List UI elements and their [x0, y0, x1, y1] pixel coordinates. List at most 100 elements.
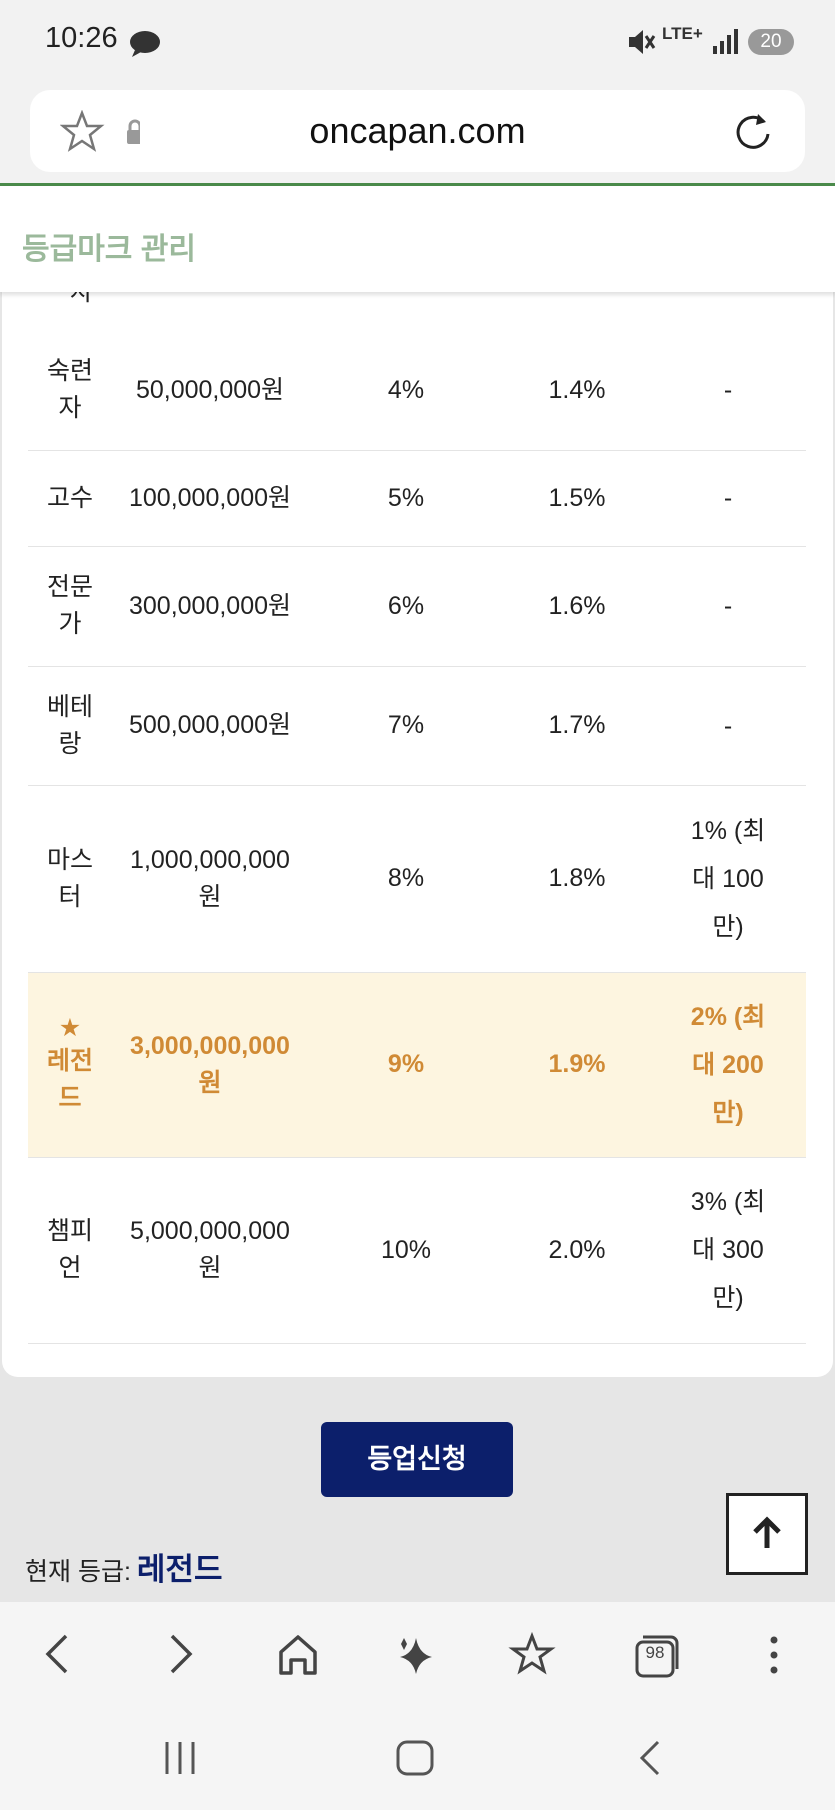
- bonus: -: [723, 376, 733, 405]
- bonus: 2% (최대 200만): [690, 1002, 766, 1127]
- current-grade-label: 현재 등급:: [25, 1558, 131, 1586]
- rate: 4%: [387, 375, 425, 404]
- cell: 7%: [308, 666, 504, 786]
- bonus: 1% (최대 100만): [690, 816, 766, 941]
- grade-row: ★ 레전드 3,000,000,000원 9% 1.9% 2% (최대 200만): [28, 972, 806, 1158]
- bonus: -: [723, 484, 733, 512]
- reload-button[interactable]: [730, 110, 774, 154]
- battery: 20: [748, 29, 794, 55]
- grade-row: 전문가 300,000,000원 6% 1.6% -: [28, 546, 806, 667]
- cell: 전문가: [28, 546, 112, 667]
- cell: 500,000,000원: [112, 666, 308, 786]
- amount: 300,000,000원: [128, 591, 292, 620]
- grade: 마스터: [46, 845, 93, 911]
- cell: -: [650, 546, 806, 667]
- nav-icons: [45, 1631, 778, 1776]
- cell: 챔피언: [28, 1157, 112, 1344]
- address-bar[interactable]: [30, 90, 805, 172]
- cell: 1,000,000,000원: [112, 785, 308, 973]
- cell: -: [650, 666, 806, 786]
- cell: 2.0%: [504, 1157, 650, 1344]
- rate: 9%: [387, 1050, 425, 1078]
- cell: 8%: [308, 785, 504, 973]
- grade-row: 마스터 1,000,000,000원 8% 1.8% 1% (최대 100만): [28, 785, 806, 973]
- cell: 1.6%: [504, 546, 650, 667]
- cell: 300,000,000원: [112, 546, 308, 667]
- rate: 10%: [380, 1235, 432, 1264]
- grade-row: 베테랑 500,000,000원 7% 1.7% -: [28, 666, 806, 786]
- cell: 1.8%: [504, 785, 650, 973]
- header-title: 등급마크 관리: [22, 233, 196, 266]
- fee-rate: 1.7%: [548, 711, 606, 739]
- upgrade-button[interactable]: 등업신청: [321, 1422, 513, 1497]
- cell: 고수: [28, 450, 112, 547]
- cell: 1% (최대 100만): [650, 785, 806, 973]
- clock: 10:26: [45, 22, 118, 54]
- cell: 마스터: [28, 785, 112, 973]
- cell: 100,000,000원: [112, 450, 308, 547]
- cell: 3,000,000,000원: [112, 972, 308, 1158]
- current-grade: 현재 등급: 레전드: [25, 1544, 222, 1589]
- current-grade-value: 레전드: [136, 1552, 223, 1587]
- cell: 2% (최대 200만): [650, 972, 806, 1158]
- grade-row: 숙련자 50,000,000원 4% 1.4% -: [28, 331, 806, 451]
- browser-nav: [0, 1602, 835, 1810]
- grade-card: 자 숙련자 50,000,000원 4% 1.4% - 고수 100,000,000원 5% 1…: [2, 260, 833, 1377]
- grade: 고수: [46, 483, 93, 512]
- cell: 베테랑: [28, 666, 112, 786]
- bookmark-lock-icons: [60, 110, 140, 152]
- rate: 5%: [387, 483, 425, 512]
- cell: -: [650, 450, 806, 547]
- url: oncapan.com: [309, 110, 526, 151]
- rate: 6%: [387, 591, 425, 620]
- amount: 1,000,000,000원: [130, 845, 290, 911]
- amount: 5,000,000,000원: [130, 1217, 290, 1282]
- cell: -: [650, 331, 806, 451]
- cell: 1.9%: [504, 972, 650, 1158]
- cell: 9%: [308, 972, 504, 1158]
- cell: 50,000,000원: [112, 331, 308, 451]
- cell: 10%: [308, 1157, 504, 1344]
- grade-table: 숙련자 50,000,000원 4% 1.4% - 고수 100,000,000원 5% 1.5…: [28, 331, 806, 1344]
- fee-rate: 2.0%: [548, 1235, 606, 1264]
- grade: 챔피언: [46, 1217, 93, 1282]
- amount: 500,000,000원: [128, 711, 292, 739]
- scroll-top-button[interactable]: [726, 1493, 808, 1575]
- header: 등급마크 관리: [0, 186, 835, 292]
- mute-icon: [629, 30, 656, 54]
- fee-rate: 1.5%: [548, 483, 606, 512]
- cell: 5,000,000,000원: [112, 1157, 308, 1344]
- fee-rate: 1.9%: [548, 1050, 606, 1078]
- bonus: -: [723, 711, 733, 740]
- amount: 100,000,000원: [128, 483, 292, 512]
- fee-rate: 1.4%: [548, 375, 606, 404]
- fee-rate: 1.8%: [548, 864, 606, 892]
- cell: 6%: [308, 546, 504, 667]
- cell: 1.4%: [504, 331, 650, 451]
- network-type: LTE+: [662, 24, 703, 43]
- star: ★: [58, 1013, 82, 1042]
- cell: 1.7%: [504, 666, 650, 786]
- signal-icon: [713, 29, 738, 54]
- cell: 5%: [308, 450, 504, 547]
- grade-row: 고수 100,000,000원 5% 1.5% -: [28, 450, 806, 547]
- grade-row: 챔피언 5,000,000,000원 10% 2.0% 3% (최대 300만): [28, 1157, 806, 1344]
- messenger-icon: [130, 31, 160, 57]
- rate: 8%: [387, 864, 425, 892]
- cell: 1.5%: [504, 450, 650, 547]
- status-bar: 10:26 LTE+ 20: [0, 0, 835, 86]
- grade: 숙련자: [46, 357, 93, 423]
- grade: 레전드: [46, 1046, 93, 1112]
- tab-count[interactable]: 98: [645, 1643, 665, 1662]
- progress-line: [0, 183, 835, 186]
- grade: 전문가: [46, 573, 93, 638]
- cell: 숙련자: [28, 331, 112, 451]
- arrow-up-icon: [753, 1516, 781, 1548]
- rate: 7%: [387, 711, 425, 739]
- amount: 3,000,000,000원: [130, 1031, 290, 1097]
- bonus: -: [723, 592, 733, 620]
- cell: ★ 레전드: [28, 972, 112, 1158]
- grade: 베테랑: [46, 692, 93, 758]
